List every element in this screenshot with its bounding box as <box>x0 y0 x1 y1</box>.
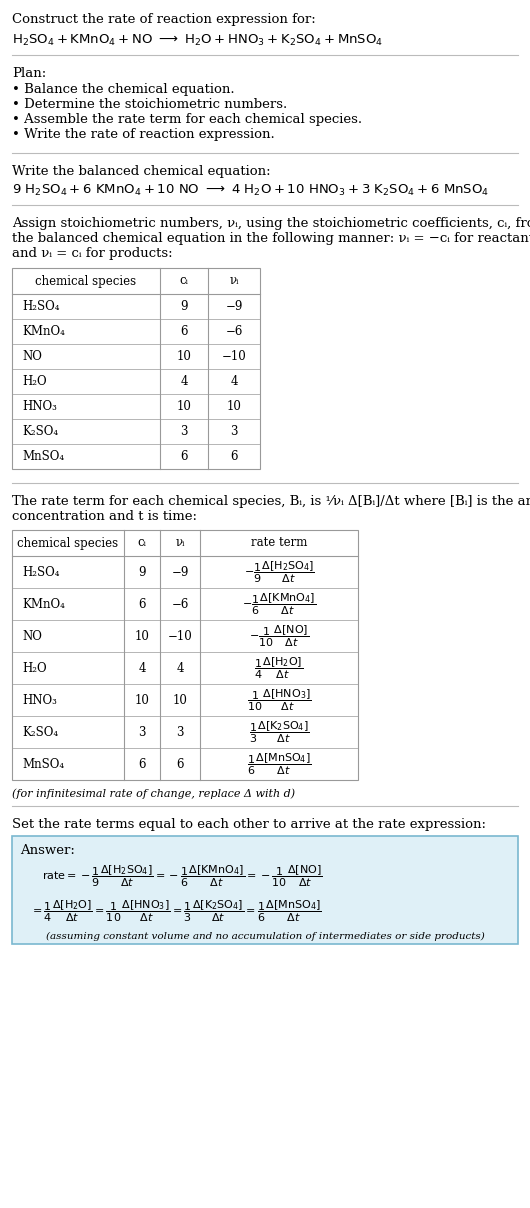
Text: 6: 6 <box>230 451 238 463</box>
Text: 6: 6 <box>138 598 146 610</box>
Text: (for infinitesimal rate of change, replace Δ with d): (for infinitesimal rate of change, repla… <box>12 788 295 798</box>
Text: (assuming constant volume and no accumulation of intermediates or side products): (assuming constant volume and no accumul… <box>46 933 484 941</box>
Text: MnSO₄: MnSO₄ <box>22 451 64 463</box>
Text: H₂SO₄: H₂SO₄ <box>22 300 59 313</box>
Text: H₂SO₄: H₂SO₄ <box>22 565 59 579</box>
Text: $\dfrac{1}{6}\dfrac{\Delta[\mathrm{MnSO_4}]}{\Delta t}$: $\dfrac{1}{6}\dfrac{\Delta[\mathrm{MnSO_… <box>246 751 311 777</box>
Text: • Assemble the rate term for each chemical species.: • Assemble the rate term for each chemic… <box>12 114 362 126</box>
Text: $\mathrm{rate} = -\dfrac{1}{9}\dfrac{\Delta[\mathrm{H_2SO_4}]}{\Delta t} = -\dfr: $\mathrm{rate} = -\dfrac{1}{9}\dfrac{\De… <box>42 864 323 889</box>
Text: 3: 3 <box>180 425 188 439</box>
Text: −6: −6 <box>225 325 243 338</box>
Text: the balanced chemical equation in the following manner: νᵢ = −cᵢ for reactants: the balanced chemical equation in the fo… <box>12 232 530 245</box>
Text: 3: 3 <box>176 726 184 738</box>
Text: HNO₃: HNO₃ <box>22 400 57 413</box>
Text: 4: 4 <box>230 374 238 388</box>
Text: Write the balanced chemical equation:: Write the balanced chemical equation: <box>12 165 271 178</box>
Text: −10: −10 <box>222 350 246 362</box>
Text: 9: 9 <box>138 565 146 579</box>
Text: Answer:: Answer: <box>20 844 75 856</box>
Text: $\dfrac{1}{4}\dfrac{\Delta[\mathrm{H_2O}]}{\Delta t}$: $\dfrac{1}{4}\dfrac{\Delta[\mathrm{H_2O}… <box>254 655 304 681</box>
Text: H₂O: H₂O <box>22 374 47 388</box>
Text: 6: 6 <box>138 757 146 771</box>
Text: 10: 10 <box>176 400 191 413</box>
Text: 6: 6 <box>176 757 184 771</box>
Text: rate term: rate term <box>251 536 307 550</box>
Text: 3: 3 <box>138 726 146 738</box>
Text: H₂O: H₂O <box>22 662 47 674</box>
Text: chemical species: chemical species <box>36 274 137 288</box>
Text: KMnO₄: KMnO₄ <box>22 325 65 338</box>
Text: νᵢ: νᵢ <box>175 536 184 550</box>
Text: K₂SO₄: K₂SO₄ <box>22 425 58 439</box>
Bar <box>12 530 358 780</box>
Text: chemical species: chemical species <box>17 536 119 550</box>
Text: $\dfrac{1}{10}\dfrac{\Delta[\mathrm{HNO_3}]}{\Delta t}$: $\dfrac{1}{10}\dfrac{\Delta[\mathrm{HNO_… <box>246 687 311 713</box>
Text: concentration and t is time:: concentration and t is time: <box>12 510 197 523</box>
Text: 6: 6 <box>180 325 188 338</box>
Text: $= \dfrac{1}{4}\dfrac{\Delta[\mathrm{H_2O}]}{\Delta t} = \dfrac{1}{10}\dfrac{\De: $= \dfrac{1}{4}\dfrac{\Delta[\mathrm{H_2… <box>30 899 322 924</box>
Text: 4: 4 <box>138 662 146 674</box>
Text: νᵢ: νᵢ <box>229 274 239 288</box>
Text: 9: 9 <box>180 300 188 313</box>
Text: 4: 4 <box>180 374 188 388</box>
Text: Set the rate terms equal to each other to arrive at the rate expression:: Set the rate terms equal to each other t… <box>12 818 486 831</box>
Text: −9: −9 <box>225 300 243 313</box>
Text: 10: 10 <box>226 400 242 413</box>
Text: • Determine the stoichiometric numbers.: • Determine the stoichiometric numbers. <box>12 98 287 111</box>
Text: Assign stoichiometric numbers, νᵢ, using the stoichiometric coefficients, cᵢ, fr: Assign stoichiometric numbers, νᵢ, using… <box>12 217 530 230</box>
Bar <box>12 836 518 943</box>
Text: The rate term for each chemical species, Bᵢ, is ¹⁄νᵢ Δ[Bᵢ]/Δt where [Bᵢ] is the : The rate term for each chemical species,… <box>12 495 530 509</box>
Text: 10: 10 <box>173 693 188 707</box>
Text: • Write the rate of reaction expression.: • Write the rate of reaction expression. <box>12 128 275 141</box>
Text: 3: 3 <box>230 425 238 439</box>
Text: $-\dfrac{1}{6}\dfrac{\Delta[\mathrm{KMnO_4}]}{\Delta t}$: $-\dfrac{1}{6}\dfrac{\Delta[\mathrm{KMnO… <box>242 591 316 617</box>
Text: $\mathregular{9\ H_2SO_4 + 6\ KMnO_4 + 10\ NO\ \longrightarrow\ 4\ H_2O + 10\ HN: $\mathregular{9\ H_2SO_4 + 6\ KMnO_4 + 1… <box>12 182 489 198</box>
Text: MnSO₄: MnSO₄ <box>22 757 64 771</box>
Text: Construct the rate of reaction expression for:: Construct the rate of reaction expressio… <box>12 13 316 27</box>
Text: K₂SO₄: K₂SO₄ <box>22 726 58 738</box>
Text: −10: −10 <box>167 629 192 643</box>
Text: KMnO₄: KMnO₄ <box>22 598 65 610</box>
Text: −6: −6 <box>171 598 189 610</box>
Text: $\dfrac{1}{3}\dfrac{\Delta[\mathrm{K_2SO_4}]}{\Delta t}$: $\dfrac{1}{3}\dfrac{\Delta[\mathrm{K_2SO… <box>249 719 310 745</box>
Text: $-\dfrac{1}{10}\dfrac{\Delta[\mathrm{NO}]}{\Delta t}$: $-\dfrac{1}{10}\dfrac{\Delta[\mathrm{NO}… <box>249 623 309 649</box>
Text: cᵢ: cᵢ <box>180 274 189 288</box>
Text: 4: 4 <box>176 662 184 674</box>
Text: and νᵢ = cᵢ for products:: and νᵢ = cᵢ for products: <box>12 246 173 260</box>
Text: $\mathregular{H_2SO_4 + KMnO_4 + NO\ \longrightarrow\ H_2O + HNO_3 + K_2SO_4 + M: $\mathregular{H_2SO_4 + KMnO_4 + NO\ \lo… <box>12 33 383 48</box>
Text: NO: NO <box>22 350 42 362</box>
Text: NO: NO <box>22 629 42 643</box>
Text: Plan:: Plan: <box>12 66 46 80</box>
Text: −9: −9 <box>171 565 189 579</box>
Text: HNO₃: HNO₃ <box>22 693 57 707</box>
Text: • Balance the chemical equation.: • Balance the chemical equation. <box>12 83 235 95</box>
Text: 6: 6 <box>180 451 188 463</box>
Text: 10: 10 <box>176 350 191 362</box>
Text: 10: 10 <box>135 693 149 707</box>
Text: $-\dfrac{1}{9}\dfrac{\Delta[\mathrm{H_2SO_4}]}{\Delta t}$: $-\dfrac{1}{9}\dfrac{\Delta[\mathrm{H_2S… <box>243 559 314 585</box>
Text: 10: 10 <box>135 629 149 643</box>
Bar <box>12 268 260 469</box>
Text: cᵢ: cᵢ <box>138 536 146 550</box>
